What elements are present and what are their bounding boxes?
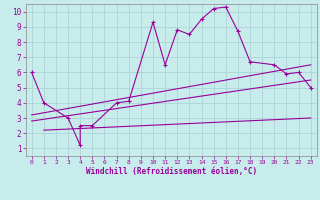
X-axis label: Windchill (Refroidissement éolien,°C): Windchill (Refroidissement éolien,°C) — [86, 167, 257, 176]
